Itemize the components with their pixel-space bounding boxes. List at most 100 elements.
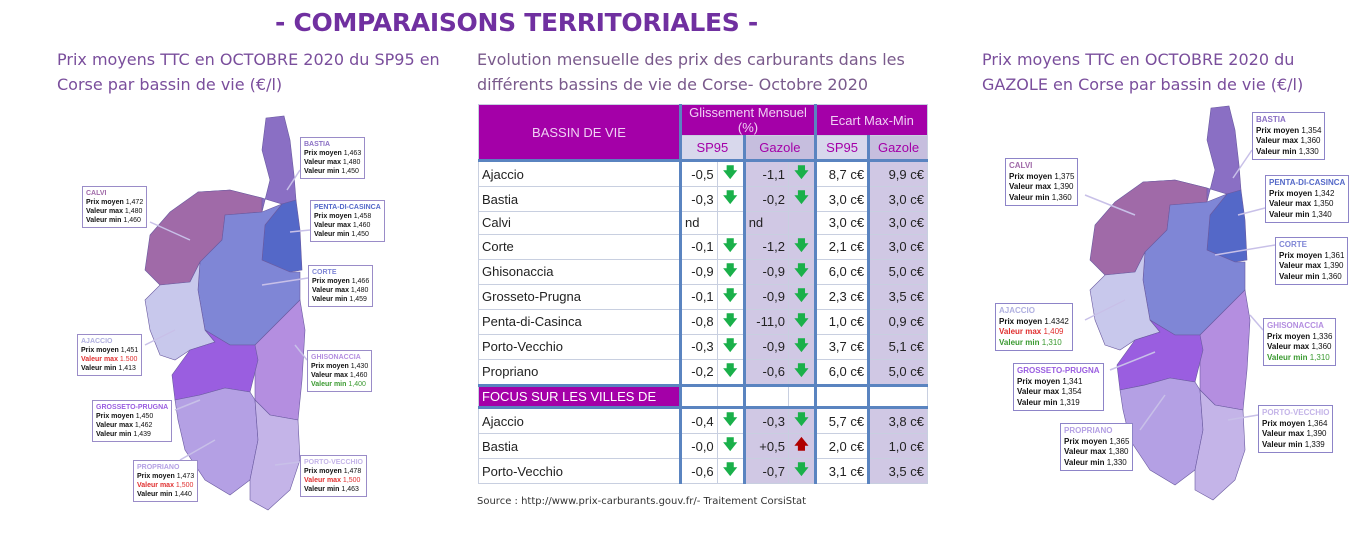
price-label: Prix moyen xyxy=(81,347,119,354)
price-value: 1,340 xyxy=(1311,209,1332,219)
price-label: Valeur max xyxy=(1267,342,1310,351)
region-name: BASTIA xyxy=(304,141,331,148)
price-value: 1,478 xyxy=(343,468,362,475)
cell-ecart-sp95: 2,1 c€ xyxy=(813,233,870,260)
callout-porto-vecchio: PORTO-VECCHIO Prix moyen 1,478 Valeur max … xyxy=(300,455,367,497)
arrow-down-icon: 🡇 xyxy=(794,286,809,303)
cell-sp95: -0,8 xyxy=(679,308,718,335)
price-value: 1,350 xyxy=(1313,199,1334,208)
price-line: Valeur max 1,409 xyxy=(999,327,1069,338)
cell-ecart-sp95: 2,0 c€ xyxy=(813,433,870,460)
arrow-down-icon: 🡇 xyxy=(722,261,738,278)
price-line: Prix moyen 1,466 xyxy=(312,277,369,286)
price-value: 1,462 xyxy=(134,422,153,429)
cell-gazole-trend: 🡇 xyxy=(787,308,817,335)
empty-cell xyxy=(813,383,870,409)
price-line: Valeur max 1,480 xyxy=(312,286,369,295)
header-gliss-sp95: SP95 xyxy=(679,135,745,161)
price-line: Valeur max 1,360 xyxy=(1267,342,1332,353)
table-caption: Evolution mensuelle des prix des carbura… xyxy=(477,50,905,94)
price-line: Prix moyen 1,450 xyxy=(96,412,168,421)
price-value: 1,480 xyxy=(350,287,369,294)
price-label: Valeur min xyxy=(304,486,340,493)
arrow-down-icon: 🡇 xyxy=(722,236,738,253)
cell-ecart-sp95: 1,0 c€ xyxy=(813,308,870,335)
price-line: Valeur min 1,439 xyxy=(96,430,168,439)
region-name: GHISONACCIA xyxy=(311,354,361,361)
price-line: Prix moyen 1,354 xyxy=(1256,126,1321,137)
price-value: 1,460 xyxy=(123,217,141,224)
price-line: Valeur max 1,460 xyxy=(311,371,368,380)
callout-bastia: BASTIA Prix moyen 1,463 Valeur max 1,480 Va… xyxy=(300,137,366,179)
price-label: Valeur min xyxy=(314,231,350,238)
arrow-down-icon: 🡇 xyxy=(722,189,738,205)
price-label: Valeur min xyxy=(312,296,348,303)
cell-sp95-trend: 🡇 xyxy=(716,186,745,212)
price-line: Valeur max 1.500 xyxy=(81,355,138,364)
table-row: Grosseto-Prugna -0,1 🡇 -0,9 🡇 2,3 c€ 3,5 c€ xyxy=(478,283,928,310)
arrow-down-icon: 🡇 xyxy=(722,436,738,453)
header-ecart-sp95: SP95 xyxy=(813,135,870,161)
price-line: Valeur max 1,350 xyxy=(1269,199,1345,210)
price-label: Valeur min xyxy=(1256,146,1297,156)
cell-gazole-trend: 🡇 xyxy=(787,159,817,187)
price-value: 1,310 xyxy=(1041,337,1062,347)
sp95-map-caption: Prix moyens TTC en OCTOBRE 2020 du SP95 … xyxy=(57,50,440,94)
cell-gazole-trend: 🡇 xyxy=(787,358,817,386)
price-line: Prix moyen 1,473 xyxy=(137,472,194,481)
price-line: Valeur min 1,360 xyxy=(1279,272,1344,283)
price-line: Valeur min 1,450 xyxy=(304,167,361,176)
callout-ghisonaccia: GHISONACCIA Prix moyen 1,336 Valeur max 1,… xyxy=(1263,318,1337,366)
price-line: Prix moyen 1,430 xyxy=(311,362,368,371)
cell-name: Bastia xyxy=(478,433,681,460)
price-value: 1,319 xyxy=(1059,397,1080,407)
header-glissement: Glissement Mensuel (%) xyxy=(679,104,816,136)
callout-penta-di-casinca: PENTA-DI-CASINCA Prix moyen 1,342 Valeur m… xyxy=(1265,175,1350,223)
focus-row: FOCUS SUR LES VILLES DE xyxy=(478,383,928,409)
price-value: 1,450 xyxy=(351,231,369,238)
price-label: Prix moyen xyxy=(137,473,175,480)
cell-ecart-gazole: 0,9 c€ xyxy=(867,308,928,335)
price-line: Valeur min 1,460 xyxy=(86,216,143,225)
price-value: 1,459 xyxy=(349,296,367,303)
price-label: Prix moyen xyxy=(1064,436,1108,446)
cell-ecart-gazole: 3,0 c€ xyxy=(867,233,928,260)
price-label: Prix moyen xyxy=(312,278,350,285)
leader-lines xyxy=(144,149,1276,466)
price-value: 1,413 xyxy=(118,365,136,372)
price-line: Valeur min 1,463 xyxy=(304,485,363,494)
empty-cell xyxy=(742,383,789,409)
arrow-down-icon: 🡇 xyxy=(722,411,738,428)
price-value: 1,400 xyxy=(348,381,366,388)
price-value: 1,463 xyxy=(343,150,362,157)
cell-gazole: -11,0 xyxy=(742,308,789,335)
price-value: 1,380 xyxy=(1108,447,1129,456)
price-label: Valeur max xyxy=(1017,387,1060,396)
cell-sp95: -0,3 xyxy=(679,333,718,360)
price-label: Valeur min xyxy=(86,217,122,224)
arrow-down-icon: 🡇 xyxy=(794,311,809,328)
price-label: Valeur max xyxy=(311,372,348,379)
price-line: Valeur max 1,480 xyxy=(304,158,361,167)
callout-corte: CORTE Prix moyen 1,361 Valeur max 1,390 Val… xyxy=(1275,237,1349,285)
table-row: Bastia -0,0 🡇 +0,5 🡅 2,0 c€ 1,0 c€ xyxy=(478,433,928,460)
price-value: 1,451 xyxy=(120,347,139,354)
price-line: Valeur max 1,354 xyxy=(1017,387,1100,398)
price-value: 1,472 xyxy=(125,199,144,206)
price-value: 1,330 xyxy=(1298,146,1319,156)
price-label: Valeur max xyxy=(304,477,341,484)
price-line: Prix moyen 1,472 xyxy=(86,198,143,207)
price-line: Valeur max 1,390 xyxy=(1279,261,1344,272)
price-value: 1,460 xyxy=(349,372,368,379)
price-label: Valeur max xyxy=(314,222,351,229)
price-label: Valeur max xyxy=(312,287,349,294)
callout-porto-vecchio: PORTO-VECCHIO Prix moyen 1,364 Valeur max … xyxy=(1258,405,1334,453)
price-label: Prix moyen xyxy=(1256,125,1300,135)
price-label: Valeur max xyxy=(1279,261,1322,270)
price-line: Valeur min 1,400 xyxy=(311,380,368,389)
cell-ecart-sp95: 3,7 c€ xyxy=(813,333,870,360)
arrow-down-icon: 🡇 xyxy=(794,461,809,478)
cell-ecart-gazole: 5,0 c€ xyxy=(867,258,928,285)
arrow-down-icon: 🡇 xyxy=(794,164,809,180)
cell-name: Porto-Vecchio xyxy=(478,333,681,360)
